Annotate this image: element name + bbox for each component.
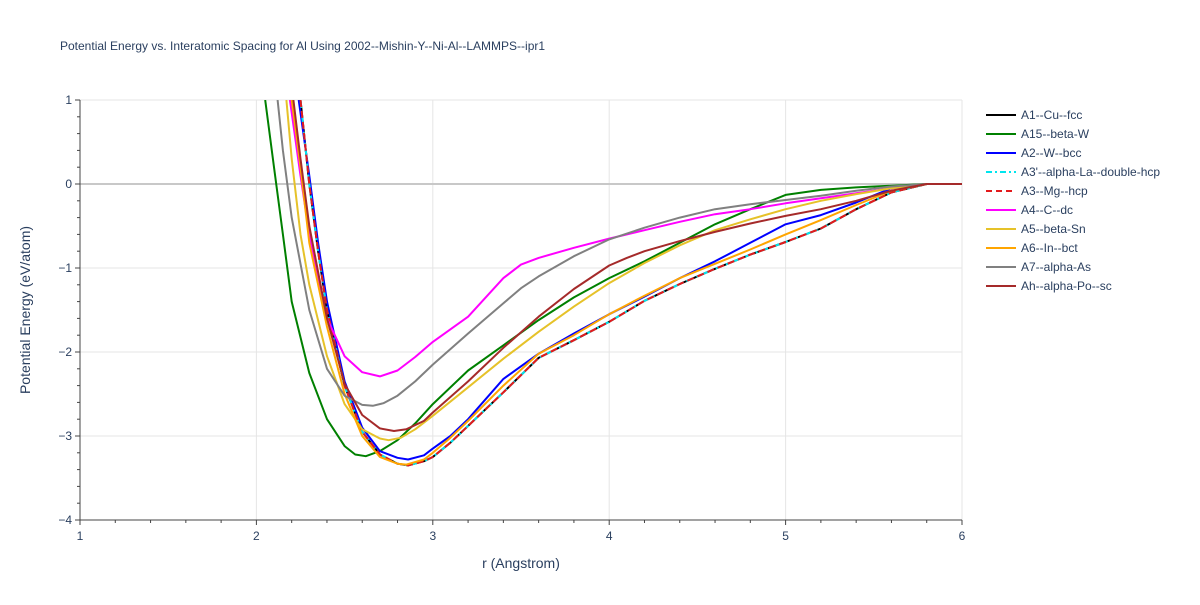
series-line-3: [299, 100, 962, 467]
legend: A1--Cu--fcc A15--beta-W A2--W--bcc A3'--alp…: [986, 108, 1160, 293]
x-tick-label: 2: [253, 529, 260, 543]
series-line-1: [264, 100, 962, 458]
x-axis-title: r (Angstrom): [482, 555, 560, 571]
x-tick-label: 3: [429, 529, 436, 543]
series-line-8: [276, 100, 962, 407]
plot-area: [264, 100, 962, 467]
series-line-2: [297, 100, 962, 461]
legend-label-7: A6--In--bct: [1021, 241, 1078, 255]
x-tick-label: 6: [959, 529, 966, 543]
series-line-9: [292, 100, 962, 432]
legend-label-0: A1--Cu--fcc: [1021, 108, 1082, 122]
y-tick-label: −4: [58, 513, 72, 527]
legend-label-8: A7--alpha-As: [1021, 260, 1091, 274]
y-axis-title: Potential Energy (eV/atom): [17, 226, 33, 394]
y-tick-label: −3: [58, 429, 72, 443]
x-tick-label: 4: [606, 529, 613, 543]
series-line-6: [285, 100, 962, 442]
x-tick-label: 1: [77, 529, 84, 543]
y-tick-label: 0: [65, 177, 72, 191]
y-tick-label: 1: [65, 93, 72, 107]
grid-layer: [80, 99, 963, 520]
axes-layer: 1 2 3 4 5 6 −4 −3 −2 −1 0 1: [58, 93, 965, 543]
legend-label-6: A5--beta-Sn: [1021, 222, 1086, 236]
series-line-4: [299, 100, 962, 467]
chart-title: Potential Energy vs. Interatomic Spacing…: [60, 39, 545, 53]
legend-label-9: Ah--alpha-Po--sc: [1021, 279, 1112, 293]
y-tick-label: −1: [58, 261, 72, 275]
series-line-5: [288, 100, 962, 378]
legend-label-2: A2--W--bcc: [1021, 146, 1081, 160]
x-tick-label: 5: [782, 529, 789, 543]
legend-label-1: A15--beta-W: [1021, 127, 1090, 141]
legend-label-4: A3--Mg--hcp: [1021, 184, 1088, 198]
y-tick-label: −2: [58, 345, 72, 359]
series-layer: [264, 100, 962, 467]
legend-label-3: A3'--alpha-La--double-hcp: [1021, 165, 1160, 179]
legend-label-5: A4--C--dc: [1021, 203, 1073, 217]
series-line-7: [290, 100, 962, 466]
